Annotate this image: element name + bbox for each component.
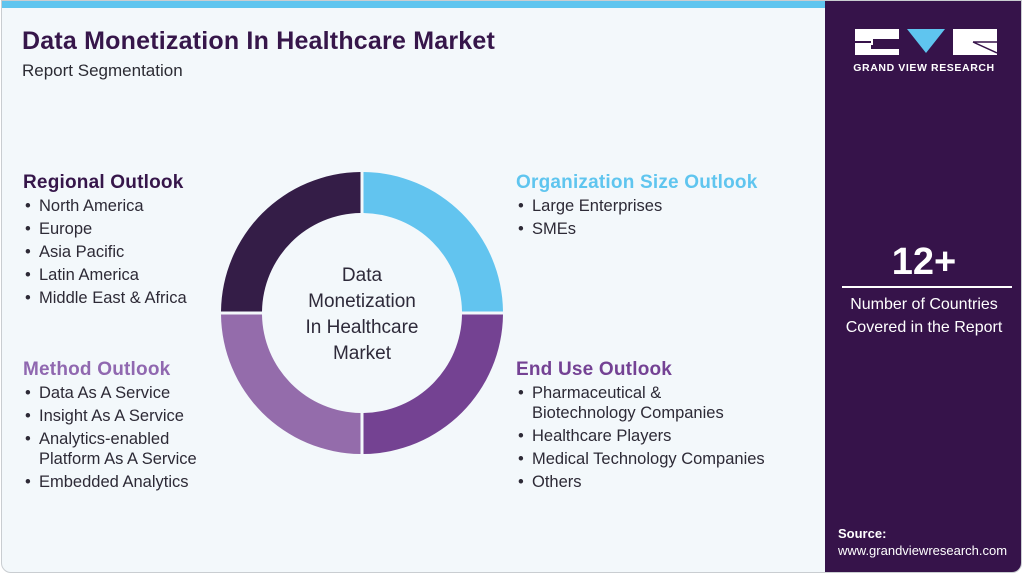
list-item: Others	[516, 472, 801, 492]
source-label: Source:	[838, 526, 887, 541]
country-count-label: Number of Countries Covered in the Repor…	[825, 293, 1021, 339]
center-label-line: Monetization	[308, 291, 416, 312]
organization-size-outlook-list: Large Enterprises SMEs	[516, 196, 757, 239]
list-item: Large Enterprises	[516, 196, 757, 216]
donut-segment-bottom-right	[363, 314, 503, 454]
top-accent-bar	[2, 1, 825, 8]
sidebar-panel: GRAND VIEW RESEARCH 12+ Number of Countr…	[825, 1, 1021, 572]
organization-size-outlook-section: Organization Size Outlook Large Enterpri…	[516, 172, 757, 242]
list-item: Middle East & Africa	[23, 288, 187, 308]
donut-segment-bottom-left	[221, 314, 361, 454]
source-url-link[interactable]: www.grandviewresearch.com	[838, 543, 1008, 558]
list-item: Asia Pacific	[23, 242, 187, 262]
segmentation-donut-chart	[221, 172, 503, 454]
list-item: Latin America	[23, 265, 187, 285]
organization-size-outlook-heading: Organization Size Outlook	[516, 172, 758, 193]
method-outlook-list: Data As A Service Insight As A Service A…	[23, 383, 228, 492]
regional-outlook-list: North America Europe Asia Pacific Latin …	[23, 196, 187, 308]
country-count-value: 12+	[891, 241, 957, 283]
page-subtitle: Report Segmentation	[22, 61, 183, 80]
list-item: Embedded Analytics	[23, 472, 228, 492]
center-label-line: Market	[332, 343, 392, 364]
list-item: Analytics-enabled Platform As A Service	[23, 429, 228, 469]
end-use-outlook-section: End Use Outlook Pharmaceutical & Biotech…	[516, 359, 801, 495]
donut-segment-top-left	[221, 172, 361, 312]
center-label-line: Data	[341, 265, 383, 286]
list-item: Healthcare Players	[516, 426, 801, 446]
end-use-outlook-heading: End Use Outlook	[516, 359, 673, 380]
brand-name: GRAND VIEW RESEARCH	[853, 62, 995, 74]
stat-label-line: Number of Countries	[850, 296, 998, 313]
stat-divider	[842, 286, 1012, 288]
stat-label-line: Covered in the Report	[845, 319, 1003, 336]
method-outlook-heading: Method Outlook	[23, 359, 171, 380]
grand-view-research-logo-icon	[855, 29, 997, 55]
list-item: Insight As A Service	[23, 406, 228, 426]
list-item: Data As A Service	[23, 383, 228, 403]
list-item: North America	[23, 196, 187, 216]
list-item: Pharmaceutical & Biotechnology Companies	[516, 383, 747, 423]
page-title: Data Monetization In Healthcare Market	[22, 27, 495, 55]
regional-outlook-heading: Regional Outlook	[23, 172, 184, 193]
end-use-outlook-list: Pharmaceutical & Biotechnology Companies…	[516, 383, 801, 492]
list-item: Europe	[23, 219, 187, 239]
regional-outlook-section: Regional Outlook North America Europe As…	[23, 172, 187, 311]
donut-center-label: Data Monetization In Healthcare Market	[287, 263, 437, 367]
list-item: SMEs	[516, 219, 757, 239]
method-outlook-section: Method Outlook Data As A Service Insight…	[23, 359, 228, 495]
list-item: Medical Technology Companies	[516, 449, 801, 469]
donut-segment-top-right	[363, 172, 503, 312]
center-label-line: In Healthcare	[305, 317, 419, 338]
